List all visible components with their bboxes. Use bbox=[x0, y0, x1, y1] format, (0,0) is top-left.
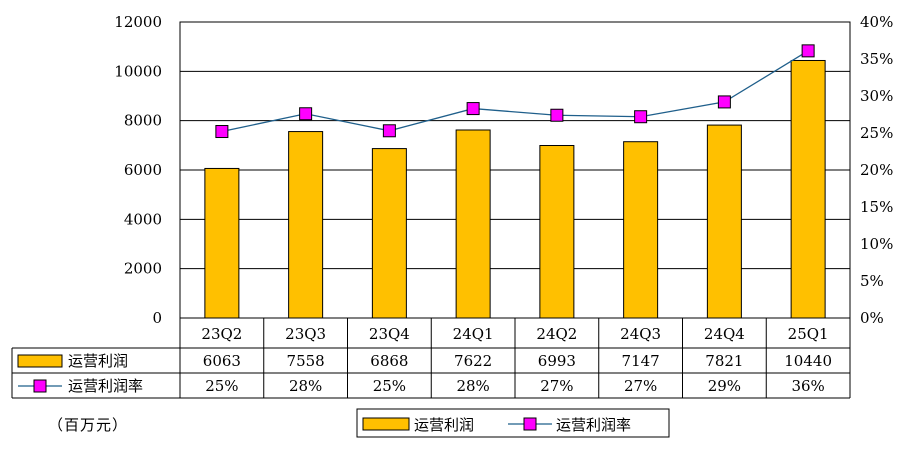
y-left-tick-label: 6000 bbox=[124, 161, 162, 179]
bar bbox=[790, 59, 826, 319]
table-row-label: 运营利润率 bbox=[68, 377, 143, 395]
y-right-tick-label: 10% bbox=[860, 235, 893, 253]
table-row-label: 运营利润 bbox=[68, 352, 128, 370]
y-right-tick-label: 20% bbox=[860, 161, 893, 179]
y-right-tick-label: 40% bbox=[860, 13, 893, 31]
y-left-tick-label: 4000 bbox=[124, 210, 162, 228]
data-label: 7558 bbox=[287, 352, 325, 370]
x-tick-label: 25Q1 bbox=[788, 325, 829, 343]
y-left-tick-label: 8000 bbox=[124, 112, 162, 130]
bar bbox=[623, 141, 659, 319]
legend-label: 运营利润率 bbox=[556, 416, 631, 434]
table-key-marker bbox=[33, 379, 47, 393]
data-label: 28% bbox=[456, 377, 489, 395]
data-label: 27% bbox=[540, 377, 573, 395]
table-key-bar bbox=[17, 354, 63, 368]
legend: 运营利润 运营利润率 bbox=[356, 408, 670, 438]
line-series bbox=[215, 44, 815, 139]
line-point bbox=[634, 110, 648, 124]
data-label: 6063 bbox=[203, 352, 241, 370]
line-point bbox=[466, 102, 480, 116]
y-left-tick-label: 12000 bbox=[114, 13, 162, 31]
bar bbox=[371, 148, 407, 319]
bar-series bbox=[204, 59, 826, 319]
data-table: 23Q2 23Q3 23Q4 24Q1 24Q2 24Q3 24Q4 25Q1 6063 7558… bbox=[11, 318, 851, 399]
line-point bbox=[801, 44, 815, 58]
y-left-tick-label: 10000 bbox=[114, 62, 162, 80]
bar bbox=[204, 167, 240, 319]
y-right-tick-label: 25% bbox=[860, 124, 893, 142]
y-right-tick-label: 30% bbox=[860, 87, 893, 105]
data-label: 6868 bbox=[370, 352, 408, 370]
x-tick-label: 23Q2 bbox=[201, 325, 242, 343]
bar bbox=[288, 131, 324, 319]
data-label: 7147 bbox=[622, 352, 660, 370]
bar bbox=[455, 129, 491, 319]
data-label: 7821 bbox=[705, 352, 743, 370]
unit-note: （百万元） bbox=[48, 416, 129, 434]
y-right-tick-label: 0% bbox=[860, 309, 884, 327]
x-tick-label: 24Q1 bbox=[453, 325, 494, 343]
line-point bbox=[215, 125, 229, 139]
x-tick-label: 23Q4 bbox=[369, 325, 410, 343]
x-tick-label: 24Q3 bbox=[620, 325, 661, 343]
y-left-tick-label: 2000 bbox=[124, 260, 162, 278]
x-tick-label: 24Q4 bbox=[704, 325, 745, 343]
data-label: 27% bbox=[624, 377, 657, 395]
y-right-tick-label: 5% bbox=[860, 272, 884, 290]
bar bbox=[706, 124, 742, 319]
legend-swatch-marker bbox=[523, 417, 537, 431]
line-point bbox=[550, 108, 564, 122]
line-point bbox=[382, 124, 396, 138]
line-point bbox=[717, 95, 731, 109]
data-label: 7622 bbox=[454, 352, 492, 370]
series-line bbox=[221, 50, 809, 133]
y-right-tick-label: 15% bbox=[860, 198, 893, 216]
axes: 0 2000 4000 6000 8000 10000 12000 0% 5% 10% 15% 20%… bbox=[114, 13, 893, 327]
y-left-tick-label: 0 bbox=[152, 309, 162, 327]
data-label: 28% bbox=[289, 377, 322, 395]
gridlines bbox=[180, 70, 850, 270]
data-label: 6993 bbox=[538, 352, 576, 370]
bar bbox=[539, 145, 575, 319]
x-tick-label: 23Q3 bbox=[285, 325, 326, 343]
legend-swatch-bar bbox=[362, 417, 410, 431]
line-point bbox=[299, 107, 313, 121]
data-label: 10440 bbox=[784, 352, 832, 370]
data-label: 36% bbox=[791, 377, 824, 395]
legend-label: 运营利润 bbox=[414, 416, 474, 434]
y-right-tick-label: 35% bbox=[860, 50, 893, 68]
data-label: 29% bbox=[708, 377, 741, 395]
data-label: 25% bbox=[205, 377, 238, 395]
x-tick-label: 24Q2 bbox=[536, 325, 577, 343]
data-label: 25% bbox=[373, 377, 406, 395]
